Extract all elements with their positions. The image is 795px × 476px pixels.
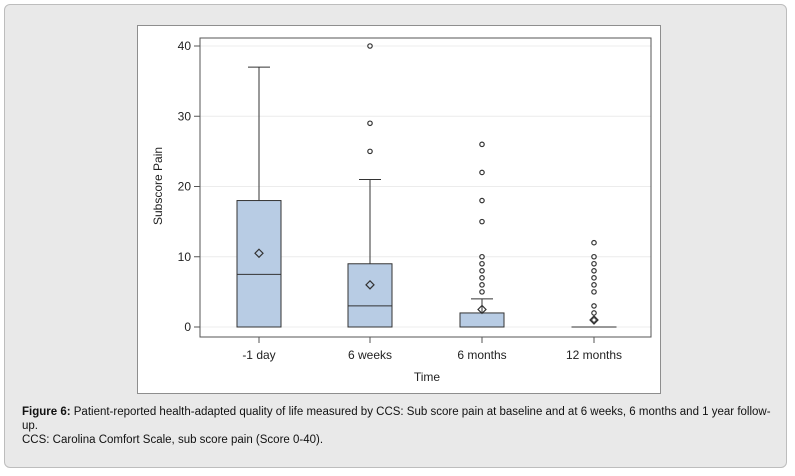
outlier-point (479, 253, 485, 260)
caption-label: Figure 6: (22, 406, 71, 418)
outlier-point (591, 275, 597, 281)
chart-card (137, 25, 661, 394)
outlier-point (479, 169, 485, 176)
outlier-point (479, 289, 485, 295)
y-axis-title: Subscore Pain (151, 147, 165, 225)
box-group (459, 141, 505, 328)
outlier-point (479, 260, 485, 267)
box-group (347, 43, 393, 328)
outlier-point (367, 120, 373, 127)
outlier-point (479, 197, 485, 204)
caption-text: Patient-reported health-adapted quality … (22, 406, 771, 432)
y-tick-label: 10 (178, 250, 192, 264)
outlier-point (591, 303, 597, 309)
box (459, 312, 505, 328)
figure-caption: Figure 6: Patient-reported health-adapte… (22, 405, 774, 447)
box (347, 263, 393, 328)
y-axis: 0 10 20 30 40 (178, 39, 200, 334)
plot-frame (199, 37, 652, 338)
mean-marker (365, 280, 375, 290)
outlier-point (591, 310, 597, 316)
mean-marker (254, 248, 264, 259)
x-tick-label: 12 months (566, 348, 622, 362)
outlier-point (479, 141, 485, 148)
mean-marker (589, 315, 599, 325)
box-group (571, 239, 617, 328)
outlier-point (591, 260, 597, 267)
box (236, 200, 282, 328)
y-tick-label: 30 (178, 109, 192, 123)
outlier-point (367, 148, 373, 155)
outlier-point (591, 289, 597, 295)
box-group (236, 66, 282, 328)
x-tick-label: 6 months (457, 348, 506, 362)
mean-marker (477, 304, 487, 315)
x-tick-label: 6 weeks (348, 348, 392, 362)
y-tick-label: 20 (178, 180, 192, 194)
caption-note: CCS: Carolina Comfort Scale, sub score p… (22, 434, 324, 446)
caption-main: Figure 6: Patient-reported health-adapte… (22, 405, 774, 433)
outlier-point (367, 43, 373, 49)
outlier-point (591, 267, 597, 274)
y-tick-label: 40 (178, 39, 192, 53)
outlier-point (591, 239, 597, 246)
x-axis: -1 day 6 weeks 6 months 12 months (242, 337, 622, 362)
x-tick-label: -1 day (242, 348, 275, 362)
outlier-point (591, 282, 597, 288)
y-tick-label: 0 (184, 320, 191, 334)
outlier-point (591, 317, 597, 323)
outlier-point (479, 218, 485, 225)
outlier-point (479, 275, 485, 281)
outlier-point (479, 267, 485, 274)
outlier-point (479, 282, 485, 288)
outlier-point (591, 253, 597, 260)
x-axis-title: Time (414, 370, 441, 384)
boxes-layer (236, 43, 617, 328)
